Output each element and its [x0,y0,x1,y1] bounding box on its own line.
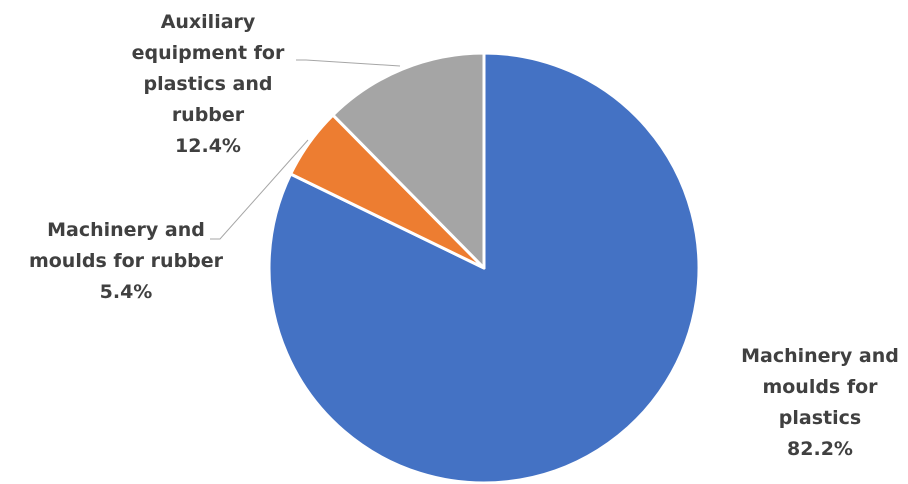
leader-line-3 [296,59,401,67]
pie-slice-1 [267,51,701,484]
data-label-1: Machinery and moulds for plastics 82.2% [741,345,899,460]
data-label-value: 12.4% [175,135,241,157]
leader-line-2 [210,139,309,240]
data-label-line: plastics and [144,73,273,95]
data-labels: Machinery and moulds for plastics 82.2%Mach… [29,11,899,460]
data-label-line: moulds for [762,376,878,398]
leader-lines [210,59,401,240]
pie-slices [267,51,701,484]
data-label-2: Machinery and moulds for rubber 5.4% [29,219,224,303]
data-label-3: Auxiliary equipment for plastics and rubber… [132,11,285,157]
data-label-line: Auxiliary [161,11,256,33]
data-label-line: rubber [172,104,245,126]
data-label-value: 82.2% [787,438,853,460]
pie-slice-3 [331,51,486,270]
data-label-line: equipment for [132,42,285,64]
data-label-line: moulds for rubber [29,250,224,272]
data-label-line: Machinery and [741,345,899,367]
data-label-value: 5.4% [100,281,153,303]
data-label-line: Machinery and [47,219,205,241]
data-label-line: plastics [779,407,861,429]
